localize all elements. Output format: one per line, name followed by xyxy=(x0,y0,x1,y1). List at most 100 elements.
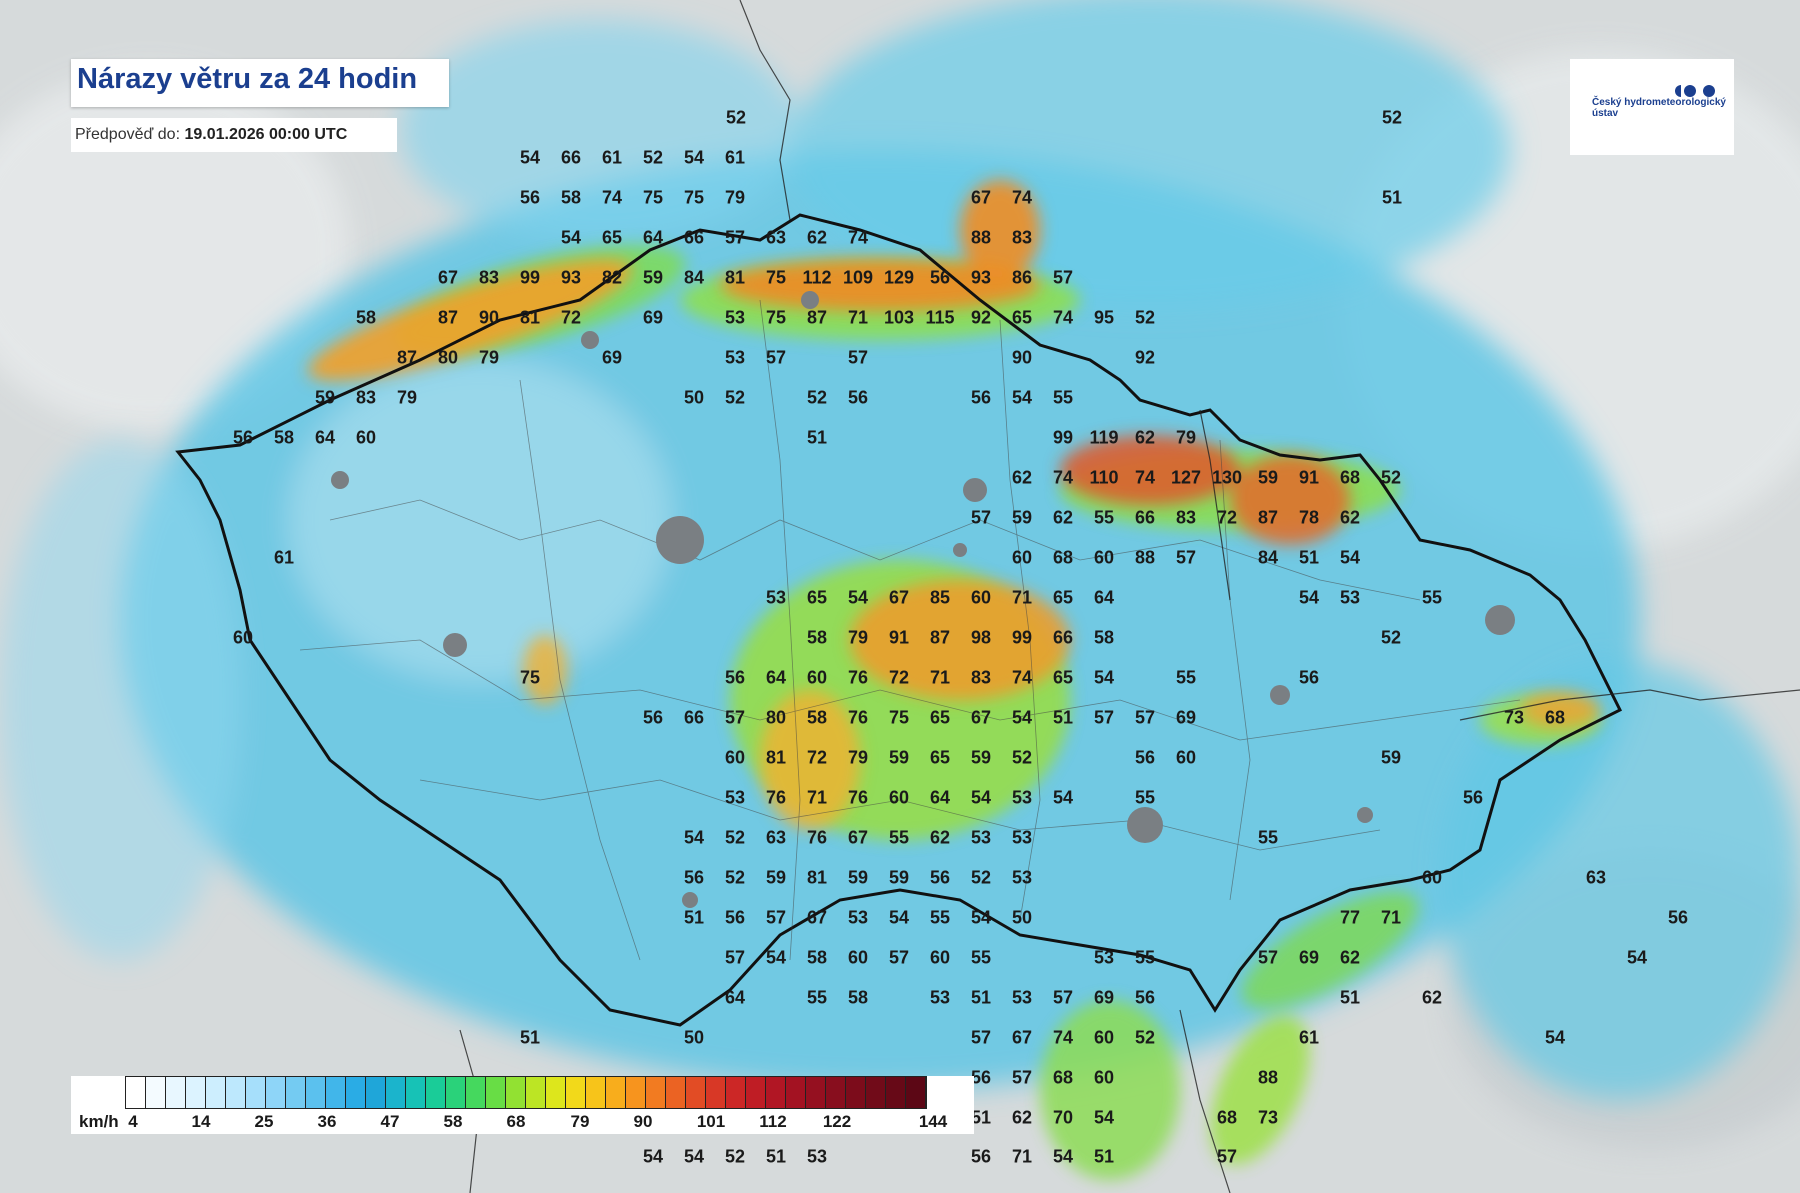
gust-value-label: 68 xyxy=(1339,467,1361,488)
legend-color-cell xyxy=(886,1077,906,1108)
legend-color-cell xyxy=(906,1077,926,1108)
gust-value-label: 66 xyxy=(683,707,705,728)
gust-value-label: 99 xyxy=(1011,627,1033,648)
gust-value-label: 54 xyxy=(642,1146,664,1167)
gust-value-label: 55 xyxy=(1134,787,1156,808)
gust-value-label: 52 xyxy=(1134,307,1156,328)
gust-value-label: 53 xyxy=(1011,787,1033,808)
gust-value-label: 52 xyxy=(725,107,747,128)
gust-value-label: 53 xyxy=(724,787,746,808)
legend-tick-label: 25 xyxy=(254,1112,274,1131)
gust-value-label: 60 xyxy=(1011,547,1033,568)
gust-value-label: 51 xyxy=(1093,1146,1115,1167)
legend-tick-label: 58 xyxy=(443,1112,463,1131)
gust-value-label: 54 xyxy=(1011,387,1033,408)
gust-value-label: 54 xyxy=(1626,947,1648,968)
gust-value-label: 55 xyxy=(1175,667,1197,688)
logo-dots-icon xyxy=(1675,85,1715,97)
gust-value-label: 78 xyxy=(1298,507,1320,528)
gust-value-label: 71 xyxy=(929,667,951,688)
gust-value-label: 68 xyxy=(1052,1067,1074,1088)
gust-value-label: 71 xyxy=(806,787,828,808)
gust-value-label: 65 xyxy=(806,587,828,608)
gust-value-label: 74 xyxy=(1011,667,1033,688)
gust-value-label: 90 xyxy=(478,307,500,328)
gust-value-label: 50 xyxy=(683,387,705,408)
gust-value-label: 50 xyxy=(683,1027,705,1048)
gust-value-label: 53 xyxy=(1093,947,1115,968)
gust-value-label: 62 xyxy=(929,827,951,848)
gust-value-label: 57 xyxy=(724,227,746,248)
gust-value-label: 57 xyxy=(1216,1146,1238,1167)
legend-color-cell xyxy=(166,1077,186,1108)
gust-value-label: 119 xyxy=(1089,427,1119,448)
gust-value-label: 52 xyxy=(642,147,664,168)
gust-value-label: 56 xyxy=(1134,987,1156,1008)
gust-value-label: 60 xyxy=(1093,1027,1115,1048)
gust-value-label: 68 xyxy=(1544,707,1566,728)
legend-color-cell xyxy=(806,1077,826,1108)
legend-color-cell xyxy=(606,1077,626,1108)
legend-tick-label: 122 xyxy=(822,1112,852,1131)
gust-value-label: 80 xyxy=(437,347,459,368)
gust-value-label: 53 xyxy=(1011,987,1033,1008)
gust-value-label: 56 xyxy=(970,387,992,408)
legend-color-cell xyxy=(646,1077,666,1108)
gust-value-label: 65 xyxy=(929,707,951,728)
gust-value-label: 60 xyxy=(929,947,951,968)
gust-value-label: 73 xyxy=(1257,1107,1279,1128)
gust-value-label: 51 xyxy=(970,987,992,1008)
legend-color-cell xyxy=(466,1077,486,1108)
legend-tick-label: 36 xyxy=(317,1112,337,1131)
gust-value-label: 103 xyxy=(883,307,915,328)
gust-value-label: 62 xyxy=(1011,1107,1033,1128)
gust-value-label: 55 xyxy=(806,987,828,1008)
gust-value-label: 93 xyxy=(560,267,582,288)
gust-value-label: 85 xyxy=(929,587,951,608)
gust-value-label: 69 xyxy=(1093,987,1115,1008)
gust-value-label: 58 xyxy=(806,707,828,728)
gust-value-label: 56 xyxy=(519,187,541,208)
gust-value-label: 72 xyxy=(806,747,828,768)
gust-value-label: 60 xyxy=(806,667,828,688)
gust-value-label: 62 xyxy=(1011,467,1033,488)
country-border xyxy=(175,213,1623,1027)
gust-value-label: 83 xyxy=(970,667,992,688)
gust-value-label: 56 xyxy=(929,867,951,888)
gust-value-label: 79 xyxy=(847,747,869,768)
gust-value-label: 54 xyxy=(1544,1027,1566,1048)
gust-value-label: 79 xyxy=(847,627,869,648)
gust-value-label: 69 xyxy=(1298,947,1320,968)
legend-color-cell xyxy=(546,1077,566,1108)
gust-value-label: 53 xyxy=(970,827,992,848)
gust-value-label: 61 xyxy=(273,547,295,568)
gust-value-label: 99 xyxy=(1052,427,1074,448)
gust-value-label: 57 xyxy=(970,1027,992,1048)
gust-value-label: 51 xyxy=(683,907,705,928)
gust-value-label: 62 xyxy=(1421,987,1443,1008)
gust-value-label: 82 xyxy=(601,267,623,288)
gust-value-label: 53 xyxy=(724,347,746,368)
gust-value-label: 53 xyxy=(806,1146,828,1167)
gust-value-label: 83 xyxy=(355,387,377,408)
gust-value-label: 74 xyxy=(601,187,623,208)
gust-value-label: 129 xyxy=(883,267,915,288)
gust-value-label: 54 xyxy=(1093,1107,1115,1128)
gust-value-label: 57 xyxy=(1175,547,1197,568)
gust-value-label: 57 xyxy=(1257,947,1279,968)
gust-value-label: 62 xyxy=(1052,507,1074,528)
gust-value-label: 70 xyxy=(1052,1107,1074,1128)
gust-value-label: 56 xyxy=(232,427,254,448)
gust-value-label: 54 xyxy=(847,587,869,608)
gust-value-label: 64 xyxy=(724,987,746,1008)
gust-value-label: 54 xyxy=(560,227,582,248)
gust-value-label: 64 xyxy=(642,227,664,248)
legend-tick-label: 4 xyxy=(128,1112,138,1131)
gust-value-label: 64 xyxy=(765,667,787,688)
legend-color-cell xyxy=(366,1077,386,1108)
gust-value-label: 67 xyxy=(806,907,828,928)
legend-color-cell xyxy=(486,1077,506,1108)
gust-value-label: 67 xyxy=(847,827,869,848)
gust-value-label: 72 xyxy=(1216,507,1238,528)
gust-value-label: 86 xyxy=(1011,267,1033,288)
